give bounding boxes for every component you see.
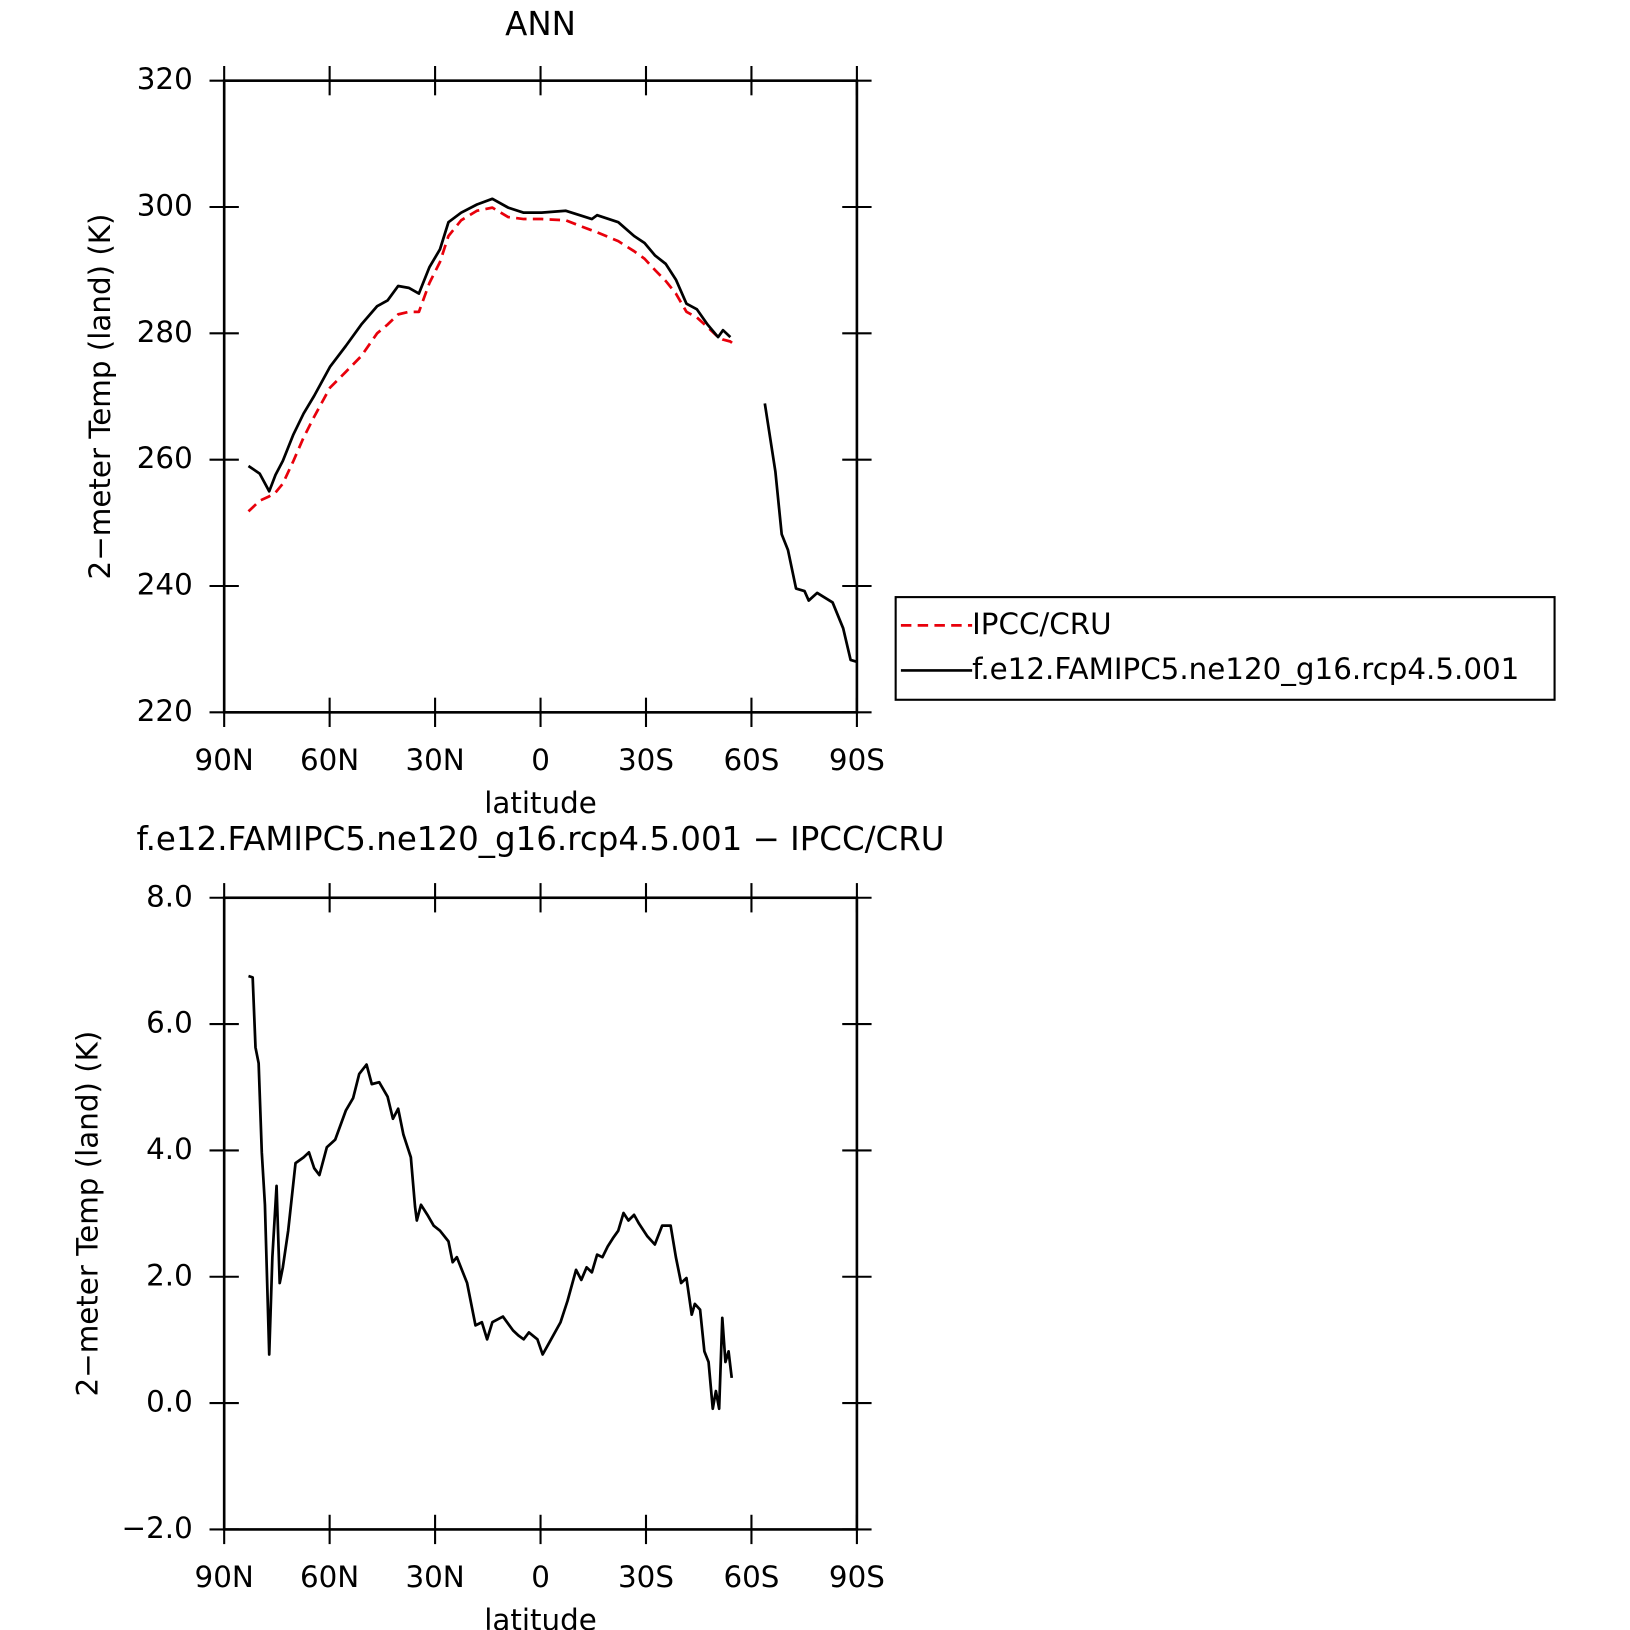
x-tick-label: 60N	[300, 743, 359, 777]
y-axis-label: 2−meter Temp (land) (K)	[71, 1031, 105, 1397]
x-tick-label: 0	[531, 743, 550, 777]
series-line	[247, 197, 858, 664]
x-tick-label: 30N	[405, 743, 464, 777]
x-tick-label: 0	[531, 1560, 550, 1594]
x-axis-label: latitude	[484, 786, 597, 820]
chart-title: ANN	[505, 5, 576, 43]
x-axis-label: latitude	[484, 1603, 597, 1630]
series-line	[247, 206, 737, 513]
legend-box	[894, 596, 1556, 701]
y-tick-label: 240	[137, 568, 193, 602]
y-tick-label: 4.0	[146, 1132, 193, 1166]
y-tick-label: 8.0	[146, 879, 193, 913]
x-tick-label: 60S	[723, 743, 779, 777]
legend-label: IPCC/CRU	[972, 607, 1112, 641]
legend-label: f.e12.FAMIPC5.ne120_g16.rcp4.5.001	[972, 652, 1519, 686]
y-tick-label: 2.0	[146, 1258, 193, 1292]
y-tick-label: 6.0	[146, 1006, 193, 1040]
x-tick-label: 90S	[829, 743, 885, 777]
x-tick-label: 30S	[618, 743, 674, 777]
x-tick-label: 90S	[829, 1560, 885, 1594]
plot-frame	[222, 896, 859, 1531]
x-tick-label: 60S	[723, 1560, 779, 1594]
plot-frame	[222, 79, 859, 714]
x-tick-label: 90N	[195, 1560, 254, 1594]
y-tick-label: 320	[137, 62, 193, 96]
y-tick-label: 220	[137, 694, 193, 728]
x-tick-label: 90N	[195, 743, 254, 777]
y-tick-label: 280	[137, 315, 193, 349]
x-tick-label: 60N	[300, 1560, 359, 1594]
series-line	[248, 974, 734, 1411]
y-tick-label: 300	[137, 188, 193, 222]
y-axis-label: 2−meter Temp (land) (K)	[83, 214, 117, 580]
chart-title: f.e12.FAMIPC5.ne120_g16.rcp4.5.001 − IPC…	[137, 820, 945, 858]
x-tick-label: 30N	[405, 1560, 464, 1594]
y-tick-label: 260	[137, 441, 193, 475]
y-tick-label: −2.0	[122, 1511, 193, 1545]
x-tick-label: 30S	[618, 1560, 674, 1594]
y-tick-label: 0.0	[146, 1385, 193, 1419]
